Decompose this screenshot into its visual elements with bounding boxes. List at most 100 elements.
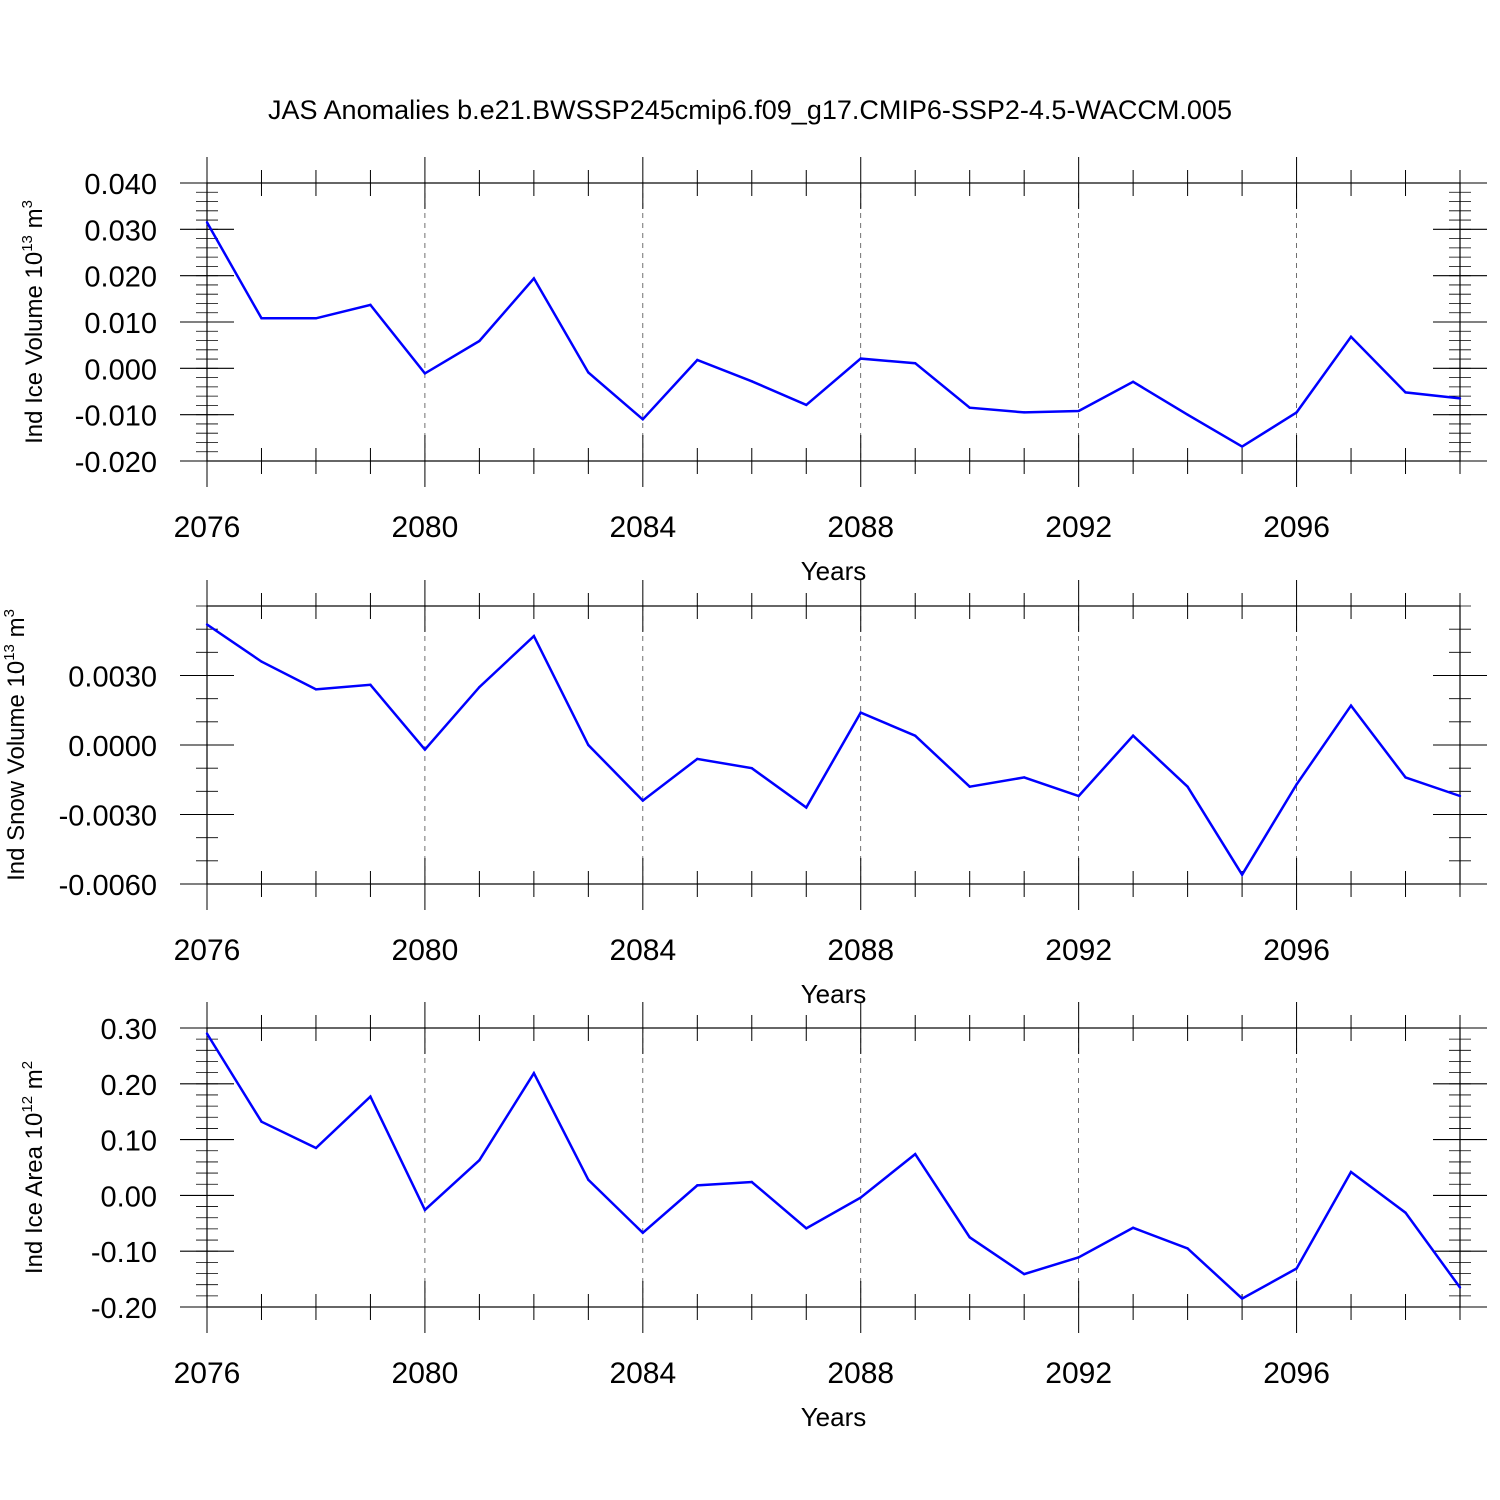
data-point [1404,776,1407,779]
data-point [1240,1297,1244,1300]
data-point [1131,1226,1135,1229]
y-tick-label: -0.0060 [59,870,157,902]
y-tick-label: 0.10 [101,1126,157,1158]
data-point [1077,409,1080,413]
y-axis-label-unit: m [21,1069,48,1096]
x-tick-label: 2096 [1263,1357,1330,1390]
data-point [1404,1211,1407,1214]
data-point [478,685,481,689]
data-point [696,1184,699,1187]
y-tick-label: -0.0030 [59,801,157,833]
data-point [314,688,318,691]
y-axis-label-exp: 13 [19,235,36,252]
data-point [1186,1247,1189,1250]
data-point [859,357,862,360]
y-tick-label: 0.000 [84,354,157,386]
data-point [314,1146,318,1150]
data-point [587,743,590,747]
y-tick-label: -0.020 [75,447,157,479]
plot-frame [206,605,1461,885]
figure-title: JAS Anomalies b.e21.BWSSP245cmip6.f09_g1… [268,95,1232,125]
y-tick-label: 0.20 [101,1070,157,1102]
y-tick-label: -0.10 [91,1237,157,1269]
data-point [696,757,699,761]
panel-3: -0.20 -0.10 0.00 0.10 0.20 0.30 2076 2080 2084 20… [19,1002,1487,1432]
y-axis-label: Ind Ice Area 1012 m2 [19,1061,48,1274]
y-axis-label: Ind Ice Volume 1013 m3 [19,200,48,444]
data-point [859,1196,862,1199]
x-tick-label: 2092 [1045,1357,1112,1390]
y-axis-label-exp: 12 [19,1096,36,1113]
data-point [696,358,699,362]
y-axis-label: Ind Snow Volume 1013 m3 [1,609,30,881]
data-point [260,317,263,320]
data-point [1404,391,1407,394]
series-line [206,623,1461,878]
x-tick-label: 2076 [174,511,241,544]
y-tick-label: -0.20 [91,1293,157,1325]
data-point [1077,794,1080,798]
data-point [750,380,753,383]
data-point [260,1120,263,1123]
y-tick-label: 0.30 [101,1014,157,1046]
data-point [1240,873,1244,876]
data-point [1077,1256,1080,1259]
data-point [1349,335,1353,339]
y-axis-label-unit: m [21,208,48,235]
data-point [1458,794,1462,798]
data-point [1186,785,1189,788]
data-point [859,711,862,714]
data-point [1240,445,1244,448]
x-tick-label: 2080 [392,934,459,967]
y-axis-label-unit_exp: 3 [19,200,36,208]
y-axis-label-unit_exp: 3 [1,609,18,617]
y-axis-label-exp: 13 [1,644,18,661]
data-point [478,1159,481,1162]
data-point [260,660,263,663]
data-point [1349,1170,1353,1174]
y-tick-label: 0.0000 [68,731,157,763]
data-point [369,303,372,307]
panel-1: -0.020 -0.010 0.000 0.010 0.020 0.030 0.040 207… [19,157,1487,586]
x-axis-label: Years [801,556,867,586]
plot-frame [206,182,1461,462]
y-tick-label: 0.030 [84,215,157,247]
data-point [805,403,808,407]
data-point [968,785,971,788]
data-point [750,766,753,770]
x-tick-label: 2076 [174,1357,241,1390]
data-point [532,1071,536,1075]
data-point [914,734,917,737]
x-tick-label: 2084 [609,934,676,967]
y-tick-label: 0.010 [84,308,157,340]
panel-2: -0.0060 -0.0030 0.0000 0.0030 2076 2080 2084 20… [1,580,1487,1009]
data-point [1349,704,1353,707]
data-point [805,1227,808,1230]
data-point [1458,397,1462,400]
data-point [1295,1267,1298,1270]
y-tick-label: 0.00 [101,1181,157,1213]
data-point [1295,783,1298,786]
data-point [205,1032,209,1035]
panels: -0.020 -0.010 0.000 0.010 0.020 0.030 0.040 207… [1,157,1487,1432]
data-point [750,1180,753,1184]
y-tick-label: 0.0030 [68,662,157,694]
y-axis-label-prefix: Ind Snow Volume 10 [3,661,30,881]
data-point [423,372,427,375]
data-point [1022,411,1026,414]
plot-frame [206,1027,1461,1308]
x-tick-label: 2084 [609,1357,676,1390]
y-tick-label: -0.010 [75,401,157,433]
data-point [587,1178,590,1181]
data-point [968,1236,971,1239]
data-point [1131,380,1135,383]
y-tick-label: 0.020 [84,262,157,294]
x-tick-label: 2092 [1045,934,1112,967]
data-point [532,277,536,280]
data-point [369,683,372,686]
x-tick-label: 2088 [827,1357,894,1390]
y-axis-label-prefix: Ind Ice Volume 10 [21,252,48,444]
series-line [205,221,1461,449]
data-point [369,1095,372,1098]
